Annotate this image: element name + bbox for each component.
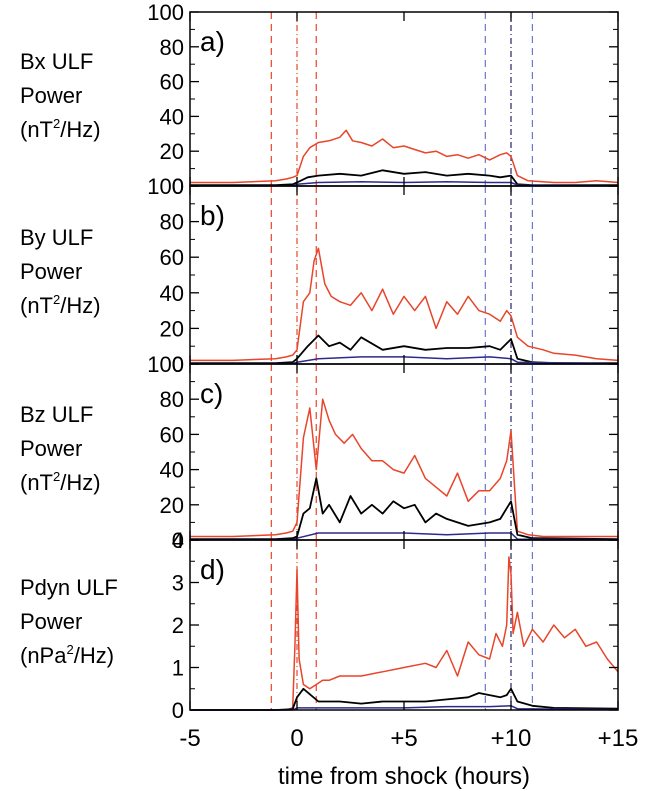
y-tick-label: 60: [160, 70, 184, 95]
panel-a: 0 20 40 60 80 100 a) Bx ULF Power (nT2/Hz): [20, 0, 619, 199]
panel-b: 0 20 40 60 80 100 b) By ULF Power (nT2/Hz): [20, 174, 619, 377]
x-tick-label: +10: [491, 725, 532, 752]
panel-label-line2: Power: [20, 609, 82, 634]
x-axis: -5 0 +5 +10 +15 time from shock (hours): [179, 725, 638, 790]
y-tick-label: 40: [160, 458, 184, 483]
panel-letter: c): [200, 378, 223, 409]
panel-label-line1: Bz ULF: [20, 402, 93, 427]
y-tick-label: 80: [160, 35, 184, 60]
red-series-line: [190, 129, 619, 184]
y-tick-label: 20: [160, 316, 184, 341]
y-tick-label: 0: [172, 174, 184, 199]
y-tick-label: 4: [172, 528, 184, 553]
y-tick-label: 80: [160, 387, 184, 412]
x-tick-label: -5: [179, 725, 200, 752]
panel-label-units: (nPa2/Hz): [20, 642, 114, 668]
black-series-line: [190, 477, 619, 540]
y-tick-label: 100: [147, 352, 184, 377]
red-series-line: [190, 247, 619, 362]
panel-label-line1: Pdyn ULF: [20, 575, 118, 600]
y-tick-label: 1: [172, 656, 184, 681]
panel-label-line1: Bx ULF: [20, 49, 93, 74]
panel-letter: b): [200, 200, 225, 231]
panel-d: 0 1 2 3 4 d) Pdyn ULF Power (nPa2/Hz): [20, 528, 619, 723]
black-series-line: [190, 687, 619, 711]
panel-label-line2: Power: [20, 83, 82, 108]
x-tick-label: 0: [290, 725, 303, 752]
panel-letter: d): [200, 554, 225, 585]
panel-label-line2: Power: [20, 259, 82, 284]
panel-frame: [189, 363, 619, 541]
y-tick-label: 0: [172, 698, 184, 723]
y-tick-label: 100: [147, 0, 184, 25]
panel-frame: [189, 185, 619, 365]
y-tick-label: 2: [172, 613, 184, 638]
y-tick-label: 20: [160, 139, 184, 164]
y-tick-label: 20: [160, 493, 184, 518]
y-tick-label: 100: [147, 174, 184, 199]
y-tick-label: 0: [172, 352, 184, 377]
x-tick-label: +15: [598, 725, 639, 752]
red-series-line: [190, 556, 619, 711]
y-tick-label: 60: [160, 422, 184, 447]
panel-label-units: (nT2/Hz): [20, 292, 101, 318]
red-series-line: [190, 398, 618, 538]
y-tick-label: 40: [160, 281, 184, 306]
y-tick-label: 60: [160, 245, 184, 270]
panel-label-units: (nT2/Hz): [20, 469, 101, 495]
panel-letter: a): [200, 26, 225, 57]
y-tick-label: 0: [172, 528, 184, 553]
black-series-line: [190, 334, 618, 365]
x-axis-title: time from shock (hours): [278, 763, 530, 790]
panel-label-line1: By ULF: [20, 225, 93, 250]
panel-frame: [189, 11, 619, 187]
y-tick-label: 80: [160, 210, 184, 235]
y-tick-label: 3: [172, 571, 184, 596]
panel-label-line2: Power: [20, 436, 82, 461]
y-tick-label: 40: [160, 104, 184, 129]
x-tick-label: +5: [390, 725, 417, 752]
panel-label-units: (nT2/Hz): [20, 116, 101, 142]
